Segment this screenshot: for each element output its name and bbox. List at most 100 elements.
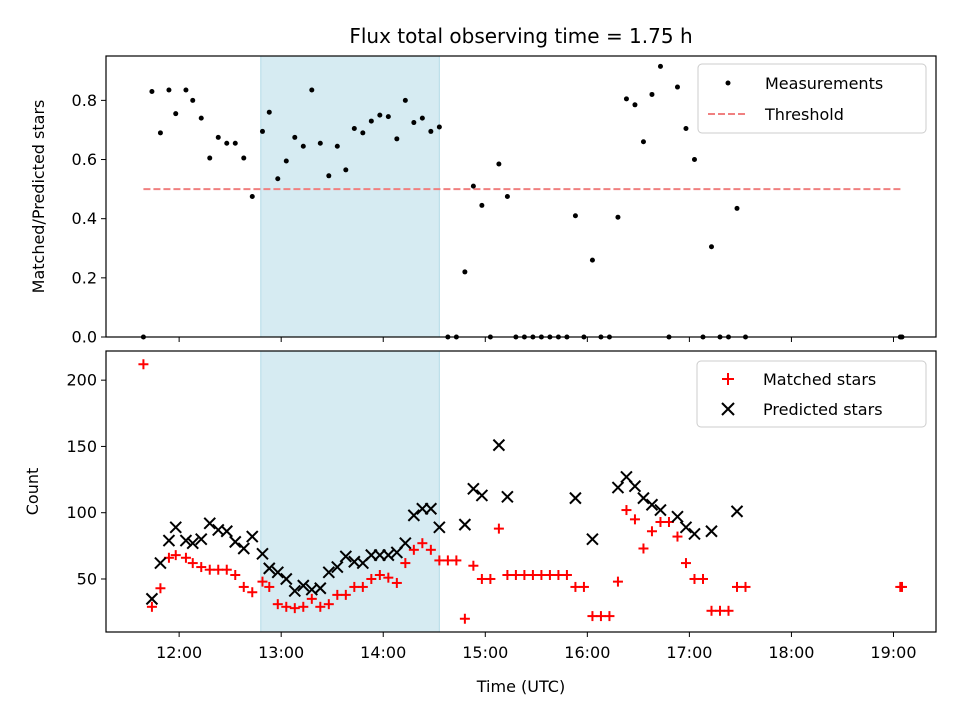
x-axis-label: Time (UTC) [476, 677, 565, 696]
y-tick-label: 0.8 [72, 91, 97, 110]
x-tick-label: 19:00 [870, 643, 916, 662]
predicted-star-point [467, 482, 480, 496]
legend-predicted-marker [721, 402, 735, 416]
matched-star-point [289, 603, 300, 614]
measurement-point [249, 194, 255, 199]
predicted-star-point [229, 535, 242, 549]
predicted-star-point [569, 491, 582, 505]
x-tick-label: 12:00 [156, 643, 202, 662]
matched-star-point [732, 581, 743, 592]
matched-star-point [740, 581, 751, 592]
predicted-star-point [424, 502, 438, 515]
matched-star-point [655, 516, 666, 527]
predicted-star-point [263, 562, 276, 575]
measurement-point [649, 91, 655, 97]
predicted-star-point [271, 566, 284, 579]
matched-star-point [349, 581, 360, 592]
x-ticks-bottom: 12:00 13:00 14:00 15:00 16:00 17:00 18:00 19:00 [156, 632, 917, 662]
matched-star-point [604, 611, 615, 622]
matched-star-point [306, 593, 317, 604]
measurement-point [462, 269, 468, 275]
matched-star-point [553, 570, 564, 581]
axes-frame-top [105, 55, 937, 338]
measurement-point [674, 84, 680, 90]
matched-star-point [408, 544, 419, 555]
y-ticks-top: 0.0 0.2 0.4 0.6 0.8 [72, 91, 106, 347]
y-tick-label: 150 [66, 437, 97, 456]
x-tick-label: 16:00 [564, 643, 610, 662]
matched-star-point [425, 544, 436, 555]
measurement-point [504, 194, 510, 199]
matched-star-point [196, 562, 207, 573]
measurement-point [360, 130, 366, 136]
matched-star-point [298, 601, 309, 612]
predicted-star-point [407, 509, 421, 522]
predicted-star-point [162, 534, 176, 547]
measurement-point [428, 128, 434, 134]
predicted-star-point [611, 481, 625, 494]
bottom-panel: 50 100 150 200 12:00 13:00 14:00 15:00 16:00 17:… [23, 350, 937, 696]
measurement-point [385, 114, 391, 120]
matched-star-point [629, 514, 640, 525]
matched-star-point [612, 576, 623, 587]
measurement-point [368, 118, 374, 124]
predicted-star-point [637, 491, 650, 505]
legend-top: Measurements Threshold [697, 63, 927, 134]
y-ticks-bottom: 50 100 150 200 [66, 371, 106, 588]
measurement-point [232, 140, 238, 146]
measurement-point [411, 120, 417, 126]
predicted-star-point [237, 542, 250, 555]
measurement-point [657, 63, 663, 69]
matched-star-point [451, 555, 462, 566]
predicted-star-point [688, 527, 701, 541]
matched-star-point [621, 505, 632, 516]
matched-star-point [544, 570, 555, 581]
measurement-point [173, 111, 179, 117]
matched-star-point [315, 601, 326, 612]
legend-matched-label: Matched stars [763, 370, 876, 389]
matched-star-point [680, 558, 691, 569]
matched-star-point [468, 560, 479, 571]
predicted-star-point [154, 556, 167, 570]
x-tick-label: 18:00 [768, 643, 814, 662]
matched-star-point [706, 605, 717, 616]
measurement-point [436, 124, 442, 130]
measurement-point [479, 202, 485, 208]
matched-star-point [570, 581, 581, 592]
matched-star-point [417, 538, 428, 549]
y-tick-label: 200 [66, 371, 97, 390]
matched-star-point [391, 577, 402, 588]
highlight-span-top [260, 55, 440, 338]
matched-star-point [578, 581, 589, 592]
matched-star-point [459, 613, 470, 624]
measurement-point [623, 96, 629, 102]
chart-title: Flux total observing time = 1.75 h [349, 24, 692, 48]
matched-star-point [527, 570, 538, 581]
measurement-point [215, 134, 221, 140]
measurement-point [351, 125, 357, 131]
matched-star-point [332, 589, 343, 600]
measurement-point [198, 115, 204, 121]
measurement-point [207, 155, 213, 161]
measurement-point [334, 143, 340, 149]
y-tick-label: 0.2 [72, 268, 97, 287]
predicted-star-point [297, 579, 310, 592]
top-panel: 0.00.20.40.60.8 Matched/Predicted stars … [29, 55, 937, 347]
measurement-point [183, 87, 189, 93]
predicted-star-point [399, 536, 412, 550]
predicted-star-point [322, 566, 336, 579]
legend-measurements-marker [725, 80, 731, 86]
predicted-star-point [186, 536, 199, 550]
measurement-point [691, 157, 697, 163]
highlight-span-bottom [260, 350, 440, 633]
matched-star-point [187, 558, 198, 569]
matched-star-point [238, 581, 249, 592]
measurement-point [640, 139, 646, 145]
measurement-point [402, 97, 408, 103]
matched-star-point [476, 573, 487, 584]
matched-star-point [247, 587, 258, 598]
measurement-point [157, 130, 163, 136]
legend-box-bottom [696, 360, 927, 428]
legend-box-top [697, 63, 927, 134]
predicted-star-point [705, 525, 718, 538]
